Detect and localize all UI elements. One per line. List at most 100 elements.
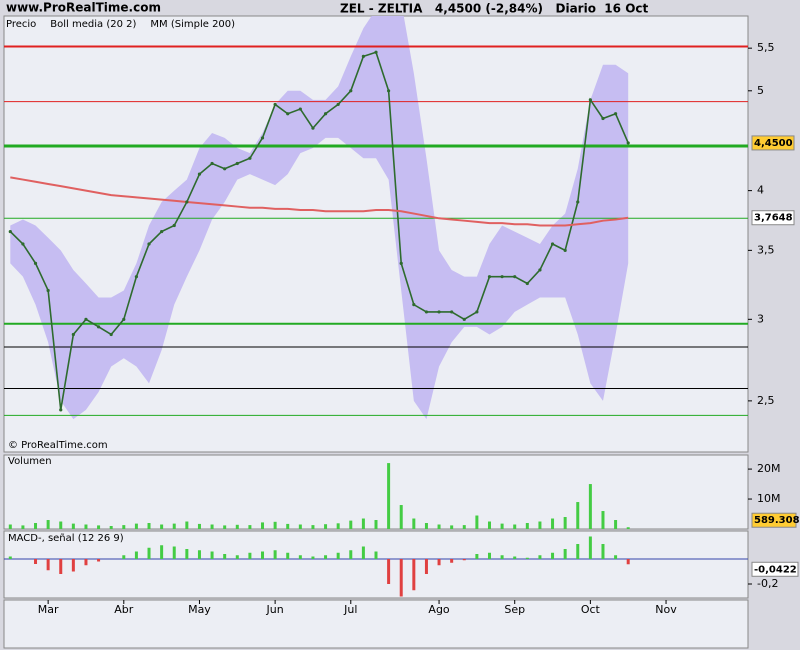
close-point — [538, 268, 542, 272]
y-tick-label: -0,2 — [757, 577, 778, 590]
volume-bar — [475, 515, 479, 529]
volume-plot — [8, 463, 630, 529]
x-tick-label: Nov — [655, 603, 677, 616]
volume-bar — [588, 484, 592, 529]
volume-bar — [513, 524, 517, 529]
macd-bar — [34, 559, 38, 564]
volume-bar — [122, 525, 126, 529]
volume-panel — [3, 454, 749, 530]
y-tick-label: 3 — [757, 312, 764, 325]
last-value-box — [751, 512, 797, 528]
close-point — [210, 161, 214, 166]
macd-bar — [437, 559, 441, 566]
close-point — [8, 229, 12, 234]
close-point — [71, 332, 75, 337]
macd-bar — [273, 550, 277, 559]
volume-bar — [160, 524, 164, 529]
macd-bar — [122, 555, 126, 559]
x-tick-label: Sep — [504, 603, 525, 616]
y-tick-label: 20M — [757, 462, 781, 475]
close-point — [197, 172, 202, 176]
panel-legend: MACD-, señal (12 26 9) — [8, 533, 124, 544]
price-plot — [4, 16, 748, 420]
legend-item: MM (Simple 200) — [150, 19, 235, 30]
last-value-label: 4,4500 — [754, 138, 793, 149]
volume-bar — [59, 521, 63, 529]
macd-bar — [298, 555, 302, 559]
macd-bar — [525, 557, 529, 559]
macd-bar — [147, 547, 151, 559]
close-point — [475, 310, 479, 314]
macd-bar — [134, 551, 138, 559]
macd-bar — [399, 559, 403, 597]
volume-bar — [525, 523, 529, 529]
macd-bar — [475, 554, 479, 559]
panel-legend: Volumen — [8, 456, 52, 467]
close-point — [437, 310, 441, 314]
close-point — [286, 112, 290, 116]
macd-bar — [462, 559, 466, 561]
volume-bar — [172, 523, 176, 529]
macd-bar — [84, 559, 88, 566]
series-line — [9, 51, 629, 411]
close-point — [513, 275, 517, 279]
macd-bar — [424, 559, 428, 574]
close-point — [412, 303, 416, 307]
macd-bar — [563, 549, 567, 559]
x-tick-label: May — [188, 603, 211, 616]
last-value-label: 3,7648 — [754, 213, 793, 224]
title: ZEL - ZELTIA 4,4500 (-2,84%) Diario 16 O… — [340, 2, 649, 16]
volume-bar — [109, 526, 113, 529]
close-point — [576, 200, 580, 204]
last-value-label: 589.308 — [754, 515, 800, 526]
close-point — [273, 102, 277, 107]
y-tick-label: 10M — [757, 492, 781, 505]
volume-bar — [576, 502, 580, 529]
volume-bar — [601, 511, 605, 529]
macd-bar — [450, 559, 454, 563]
close-point — [33, 261, 38, 265]
macd-bar — [261, 551, 265, 559]
macd-bar — [223, 554, 227, 559]
close-point — [450, 310, 454, 314]
volume-bar — [538, 521, 542, 529]
volume-bar — [563, 517, 567, 529]
volume-bar — [387, 463, 391, 529]
macd-bar — [538, 555, 542, 559]
x-tick-label: Oct — [581, 603, 601, 616]
macd-bar — [248, 552, 252, 559]
volume-bar — [298, 524, 302, 529]
close-point — [626, 141, 630, 145]
close-point — [21, 242, 25, 246]
x-axis-panel — [3, 599, 749, 649]
close-point — [59, 408, 63, 412]
close-point — [147, 242, 151, 246]
macd-bar — [336, 552, 340, 559]
close-point — [550, 242, 555, 246]
close-point — [424, 310, 429, 314]
macd-bar — [349, 550, 353, 559]
macd-bar — [387, 559, 391, 584]
close-point — [613, 112, 618, 116]
volume-bar — [261, 522, 265, 529]
macd-bar — [500, 555, 504, 559]
x-tick-label: Ago — [428, 603, 450, 616]
macd-bar — [551, 552, 555, 559]
macd-bar — [311, 556, 315, 559]
volume-bar — [424, 523, 428, 529]
macd-bar — [97, 559, 101, 562]
y-tick-label: 5,5 — [757, 41, 775, 54]
macd-bar — [286, 552, 290, 559]
macd-bar — [412, 559, 416, 591]
macd-bar — [588, 536, 592, 559]
macd-bar — [172, 546, 176, 559]
close-point — [399, 261, 403, 265]
volume-bar — [97, 525, 101, 529]
macd-bar — [8, 556, 12, 559]
macd-bar — [626, 559, 630, 565]
last-value-label: -0,0422 — [754, 564, 797, 575]
macd-bar — [601, 544, 605, 559]
volume-bar — [134, 523, 138, 529]
macd-bar — [210, 551, 214, 559]
